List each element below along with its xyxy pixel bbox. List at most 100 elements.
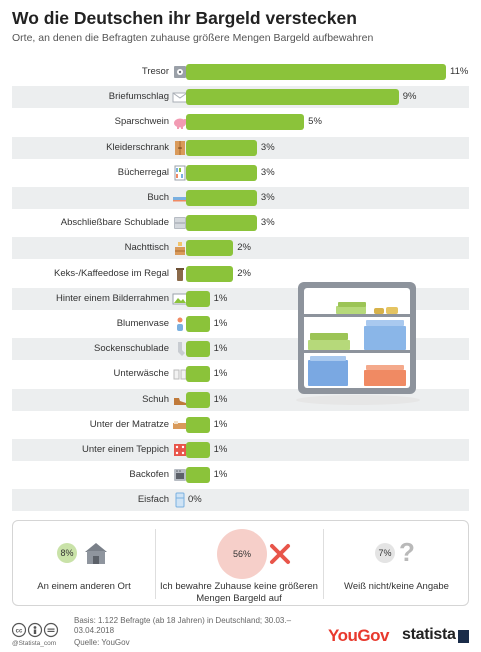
bar [186,316,210,332]
summary-label: Ich bewahre Zuhause keine größeren Menge… [160,581,318,604]
chart-row: Schuh 1% [12,388,469,411]
carpet-icon [174,444,186,456]
value-label: 0% [188,494,202,506]
mattress-icon [173,420,187,429]
value-label: 1% [213,393,228,405]
credit: @Statista_com [12,640,57,647]
category-label: Sparschwein [114,116,169,128]
oven-icon [174,469,186,482]
bookshelf-icon [174,165,186,181]
footer-basis: Basis: 1.122 Befragte (ab 18 Jahren) in … [74,616,292,635]
chart-row: Tresor 11% [12,61,469,83]
category-label: Buch [147,192,169,203]
chart-row: Unterwäsche 1% [12,363,469,385]
category-label: Unter einem Teppich [82,444,169,455]
chart-row: Nachttisch 2% [12,237,469,260]
bar [186,265,234,282]
category-label: Backofen [129,469,169,481]
category-label: Eisfach [137,494,169,506]
value-label: 3% [260,217,275,229]
value-label: 1% [213,318,228,329]
cross-icon [270,544,290,564]
chart-row: Briefumschlag 9% [12,86,469,109]
footer-source: Quelle: YouGov [74,638,130,647]
summary-divider [323,529,324,599]
yougov-logo[interactable]: YouGov [328,626,389,645]
statista-logo[interactable]: statista [402,626,456,643]
chart-row: Blumenvase 1% [12,313,469,335]
summary-label: Weiß nicht/keine Angabe [344,581,449,592]
summary-circle: 56% [217,529,267,579]
chart-row: Bücherregal 3% [12,162,469,184]
bar [186,391,210,408]
chart-row: Backofen 1% [12,464,469,486]
value-label: 1% [213,292,228,304]
bar [186,341,210,358]
value-label: 5% [308,116,322,128]
summary-circle: 7% [375,543,395,563]
shoe-icon [174,397,186,405]
freezer-icon [175,492,185,508]
bar [186,467,210,484]
tin-icon [176,267,184,281]
category-label: Hinter einem Bilderrahmen [56,292,169,304]
category-label: Briefumschlag [108,91,169,103]
category-label: Blumenvase [116,318,169,329]
svg-text:cc: cc [16,629,23,635]
sock-icon [178,342,185,357]
chart-row: Abschließbare Schublade 3% [12,212,469,234]
category-label: Kleiderschrank [106,141,169,153]
value-label: 1% [213,469,228,481]
summary-no-cash: 56% Ich bewahre Zuhause keine größeren M… [155,521,323,607]
vase-icon [177,317,183,331]
statista-mark-icon [458,630,469,643]
drawer-icon [174,217,186,230]
bar [186,139,257,156]
bar [186,366,210,383]
chart-row: Eisfach 0% [12,489,469,512]
value-label: 11% [450,66,469,77]
value-label: 3% [260,192,275,203]
question-icon: ? [399,537,415,567]
money-shelf-illustration [296,282,420,405]
bar [186,240,234,257]
chart-row: Sparschwein 5% [12,111,469,133]
summary-dont-know: 7% ? Weiß nicht/keine Angabe [323,521,470,607]
value-label: 3% [260,166,275,178]
chart-row: Kleiderschrank 3% [12,136,469,159]
category-label: Unter der Matratze [89,418,169,430]
bar [186,290,210,307]
category-label: Unterwäsche [113,368,169,380]
house-icon [85,543,107,564]
bar [186,442,210,458]
nightstand-icon [175,242,185,256]
category-label: Schuh [142,393,169,405]
value-label: 1% [213,418,228,430]
summary-value: 56% [232,549,251,559]
chart-title: Wo die Deutschen ihr Bargeld verstecken [12,8,357,28]
book-icon [173,197,187,202]
wardrobe-icon [175,140,185,155]
category-label: Nachttisch [124,242,169,254]
summary-label: An einem anderen Ort [37,581,131,592]
value-label: 1% [213,368,228,380]
chart-row: Unter einem Teppich 1% [12,439,469,461]
bar [186,89,399,106]
category-label: Tresor [141,66,169,77]
value-label: 1% [213,343,228,355]
category-label: Bücherregal [117,166,169,178]
summary-circle: 8% [57,543,77,563]
category-label: Abschließbare Schublade [60,217,169,229]
category-label: Keks-/Kaffeedose im Regal [54,267,169,279]
chart-subtitle: Orte, an denen die Befragten zuhause grö… [12,32,374,44]
summary-divider [155,529,156,599]
safe-icon [174,66,186,78]
summary-value: 7% [378,548,392,558]
value-label: 2% [237,242,251,254]
value-label: 2% [237,267,251,279]
summary-box: 8% An einem anderen Ort 56% Ich bewahre … [12,520,469,606]
chart-row: Buch 3% [12,187,469,209]
value-label: 1% [213,444,228,455]
chart-row: Unter der Matratze 1% [12,414,469,436]
bar [186,416,210,433]
